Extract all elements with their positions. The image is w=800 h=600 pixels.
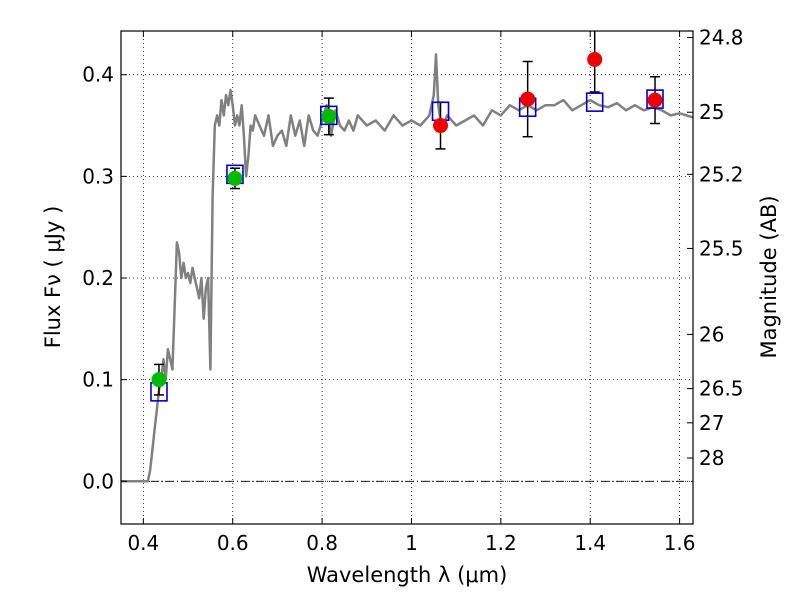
observed-points-group [151, 51, 663, 388]
y-tick-labels: 0.0 0.1 0.2 0.3 0.4 [82, 63, 114, 494]
y-axis-title: Flux Fν ( μJy ) [41, 206, 65, 349]
plot-area-background [121, 31, 693, 524]
x-tick-label: 1.6 [664, 531, 696, 555]
observed-point-red [647, 92, 663, 108]
y2-tick-label: 25.5 [699, 236, 744, 260]
model-photometry-box [646, 89, 664, 109]
y2-tick-label: 25.2 [699, 162, 744, 186]
y-tick-label: 0.1 [82, 368, 114, 392]
model-photometry-box [319, 105, 338, 126]
observed-point-green [151, 372, 167, 388]
y-tick-label: 0.2 [82, 266, 114, 290]
y2-tick-label: 26 [699, 322, 724, 346]
y-tick-label: 0.0 [82, 469, 114, 493]
x-tick-label: 0.6 [217, 531, 249, 555]
model-photometry-box [585, 92, 604, 112]
x-tick-label: 1.2 [485, 531, 517, 555]
y2-axis-title: Magnitude (AB) [757, 195, 781, 358]
x-tick-label: 1 [405, 531, 418, 555]
y2-tick-label: 25 [699, 100, 724, 124]
y2-tick-label: 28 [699, 446, 724, 470]
y-tick-label: 0.4 [82, 63, 114, 87]
axis-ticks [121, 31, 693, 524]
y2-tick-label: 24.8 [699, 26, 744, 50]
x-tick-label: 0.8 [306, 531, 338, 555]
observed-point-red [520, 91, 536, 107]
y2-tick-labels: 24.8 25 25.2 25.5 26 26.5 27 28 [699, 26, 744, 470]
y2-tick-label: 26.5 [699, 377, 744, 401]
x-tick-label: 1.4 [574, 531, 606, 555]
observed-point-red [587, 51, 603, 67]
plot-frame [120, 30, 694, 525]
observed-point-green [227, 170, 243, 186]
x-tick-labels: 0.4 0.6 0.8 1 1.2 1.4 1.6 [127, 531, 695, 555]
observed-point-red [433, 118, 449, 134]
y-tick-label: 0.3 [82, 164, 114, 188]
y2-tick-label: 27 [699, 411, 724, 435]
x-axis-title: Wavelength λ (μm) [307, 563, 508, 587]
observed-point-green [321, 108, 337, 124]
x-tick-label: 0.4 [127, 531, 159, 555]
